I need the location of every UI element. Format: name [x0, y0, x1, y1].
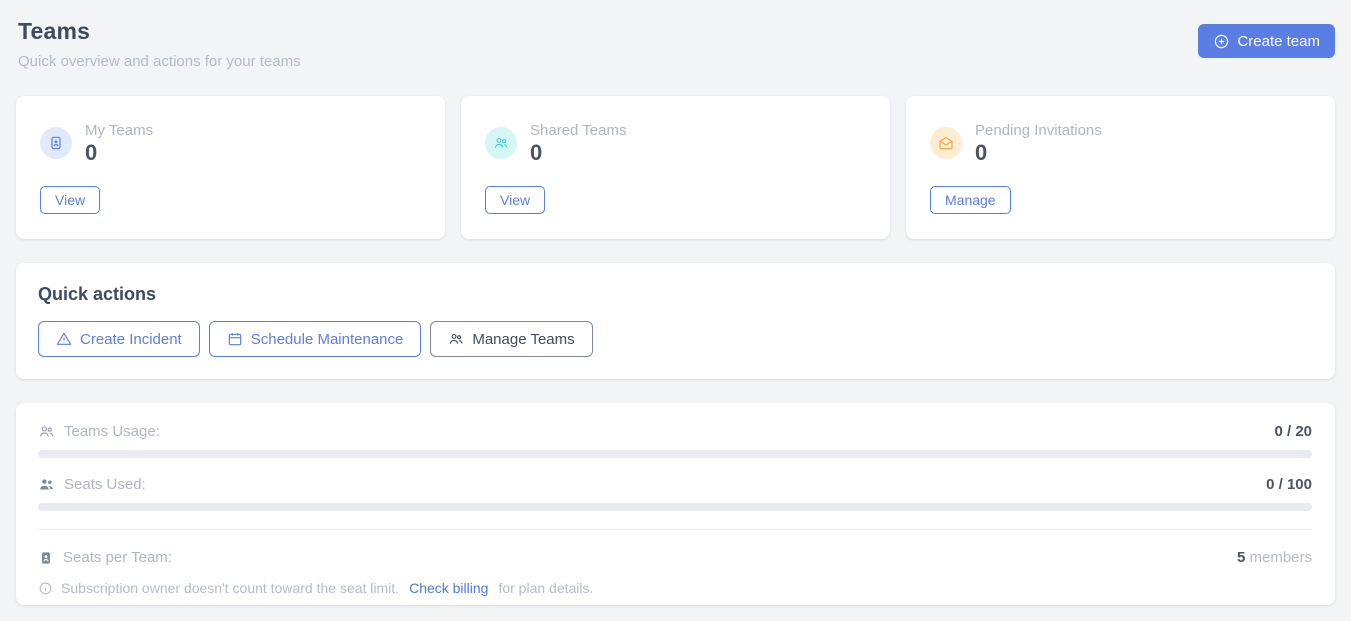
teams-usage-row: Teams Usage: 0 / 20: [38, 423, 1312, 440]
group-icon: [448, 331, 464, 347]
seats-used-progressbar: [38, 503, 1312, 511]
my-teams-view-button[interactable]: View: [40, 186, 101, 214]
create-team-label: Create team: [1237, 32, 1320, 50]
card-label: Pending Invitations: [975, 122, 1102, 139]
warning-icon: [56, 331, 72, 347]
card-value: 0: [530, 140, 543, 165]
note-text-after: for plan details.: [498, 580, 594, 596]
manage-teams-button[interactable]: Manage Teams: [430, 321, 593, 357]
badge-filled-icon: [38, 550, 54, 566]
page-header: Teams Quick overview and actions for you…: [16, 16, 1335, 70]
card-my-teams: My Teams 0 View: [16, 96, 445, 239]
quick-actions-title: Quick actions: [38, 284, 157, 304]
group-icon: [485, 127, 517, 159]
usage-panel: Teams Usage: 0 / 20 Seats Used: 0 / 100: [16, 403, 1335, 605]
seats-used-value: 0 / 100: [1266, 476, 1312, 493]
stats-cards-row: My Teams 0 View Shared Teams 0 View: [16, 96, 1335, 239]
info-icon: [38, 581, 53, 596]
group-filled-icon: [38, 476, 55, 493]
seat-limit-note: Subscription owner doesn't count toward …: [38, 580, 1312, 596]
group-outline-icon: [38, 423, 55, 440]
shared-teams-view-button[interactable]: View: [485, 186, 546, 214]
card-label: My Teams: [85, 122, 154, 139]
teams-usage-progressbar: [38, 450, 1312, 458]
card-pending-invitations: Pending Invitations 0 Manage: [906, 96, 1335, 239]
note-text: Subscription owner doesn't count toward …: [61, 580, 400, 596]
card-value: 0: [975, 140, 988, 165]
pending-invitations-manage-button[interactable]: Manage: [930, 186, 1011, 214]
card-value: 0: [85, 140, 98, 165]
seats-per-team-row: Seats per Team: 5 members: [38, 549, 1312, 566]
page-title: Teams: [18, 18, 91, 44]
teams-usage-label: Teams Usage:: [64, 423, 160, 440]
badge-icon: [40, 127, 72, 159]
mail-open-icon: [930, 127, 962, 159]
schedule-maintenance-button[interactable]: Schedule Maintenance: [208, 321, 422, 357]
seats-used-label: Seats Used:: [64, 476, 146, 493]
usage-divider: [38, 529, 1312, 530]
seats-per-team-label: Seats per Team:: [63, 549, 172, 566]
teams-usage-value: 0 / 20: [1274, 423, 1312, 440]
seats-used-row: Seats Used: 0 / 100: [38, 476, 1312, 493]
create-incident-button[interactable]: Create Incident: [38, 321, 200, 357]
check-billing-link[interactable]: Check billing: [409, 580, 489, 596]
card-label: Shared Teams: [530, 122, 627, 139]
quick-actions-panel: Quick actions Create Incident Schedule M…: [16, 263, 1335, 379]
create-team-button[interactable]: Create team: [1198, 24, 1335, 58]
calendar-icon: [227, 331, 243, 347]
plus-circle-icon: [1213, 33, 1230, 50]
page-header-text: Teams Quick overview and actions for you…: [16, 16, 301, 70]
card-shared-teams: Shared Teams 0 View: [461, 96, 890, 239]
seats-per-team-value: 5 members: [1236, 549, 1312, 566]
page-subtitle: Quick overview and actions for your team…: [18, 53, 301, 70]
